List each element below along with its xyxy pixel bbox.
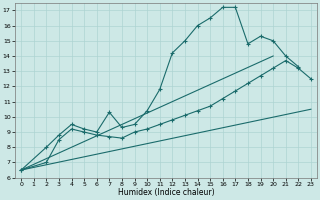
X-axis label: Humidex (Indice chaleur): Humidex (Indice chaleur) (118, 188, 214, 197)
